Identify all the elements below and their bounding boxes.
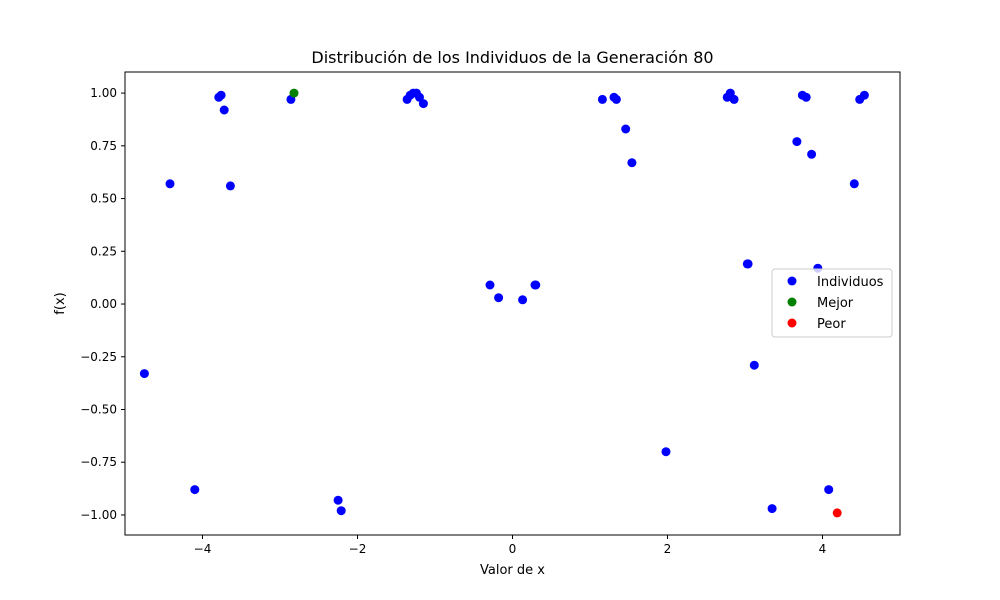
point-individuos-34 xyxy=(792,137,802,147)
x-tick-label: 4 xyxy=(819,542,827,556)
point-individuos-36 xyxy=(801,92,811,102)
point-individuos-32 xyxy=(749,360,759,370)
point-individuos-8 xyxy=(333,495,343,505)
point-individuos-15 xyxy=(418,99,428,109)
y-tick-label: 0.50 xyxy=(90,192,117,206)
legend-label-mejor: Mejor xyxy=(817,296,854,311)
point-individuos-24 xyxy=(621,124,631,134)
y-tick-label: 1.00 xyxy=(90,86,117,100)
point-individuos-23 xyxy=(611,94,621,104)
point-individuos-17 xyxy=(494,293,504,303)
legend-label-peor: Peor xyxy=(817,317,846,332)
x-tick-label: 2 xyxy=(664,542,672,556)
y-axis-label: f(x) xyxy=(53,292,68,314)
x-tick-label: −2 xyxy=(349,542,367,556)
point-individuos-37 xyxy=(807,149,817,159)
point-individuos-42 xyxy=(859,90,869,100)
y-tick-label: −0.75 xyxy=(80,455,117,469)
y-tick-label: −1.00 xyxy=(80,508,117,522)
x-tick-label: −4 xyxy=(194,542,212,556)
legend-marker-individuos xyxy=(787,276,797,286)
point-individuos-40 xyxy=(849,179,859,189)
point-individuos-21 xyxy=(597,94,607,104)
point-individuos-26 xyxy=(661,447,671,457)
point-individuos-2 xyxy=(190,485,200,495)
point-individuos-6 xyxy=(225,181,235,191)
y-tick-label: −0.25 xyxy=(80,350,117,364)
legend-label-individuos: Individuos xyxy=(817,275,884,290)
point-individuos-18 xyxy=(518,295,528,305)
point-individuos-29 xyxy=(729,94,739,104)
legend-marker-mejor xyxy=(787,297,797,307)
point-individuos-1 xyxy=(165,179,175,189)
point-peor-0 xyxy=(832,508,842,518)
point-individuos-33 xyxy=(767,504,777,514)
y-tick-label: −0.50 xyxy=(80,402,117,416)
point-individuos-31 xyxy=(743,259,753,269)
point-individuos-4 xyxy=(216,90,226,100)
point-individuos-20 xyxy=(531,280,541,290)
y-tick-label: 0.75 xyxy=(90,139,117,153)
y-tick-label: 0.25 xyxy=(90,244,117,258)
chart-title: Distribución de los Individuos de la Gen… xyxy=(311,48,713,67)
legend-frame xyxy=(771,268,893,338)
point-individuos-0 xyxy=(139,369,149,379)
legend-marker-peor xyxy=(787,318,797,328)
point-individuos-39 xyxy=(824,485,834,495)
x-tick-label: 0 xyxy=(509,542,517,556)
point-individuos-9 xyxy=(336,506,346,516)
plot-background xyxy=(125,72,900,535)
point-individuos-16 xyxy=(485,280,495,290)
x-axis-label: Valor de x xyxy=(480,563,545,578)
legend: Individuos Mejor Peor xyxy=(771,268,893,338)
point-individuos-5 xyxy=(219,105,229,115)
point-individuos-25 xyxy=(627,158,637,168)
y-tick-label: 0.00 xyxy=(90,297,117,311)
point-mejor-0 xyxy=(289,88,299,98)
